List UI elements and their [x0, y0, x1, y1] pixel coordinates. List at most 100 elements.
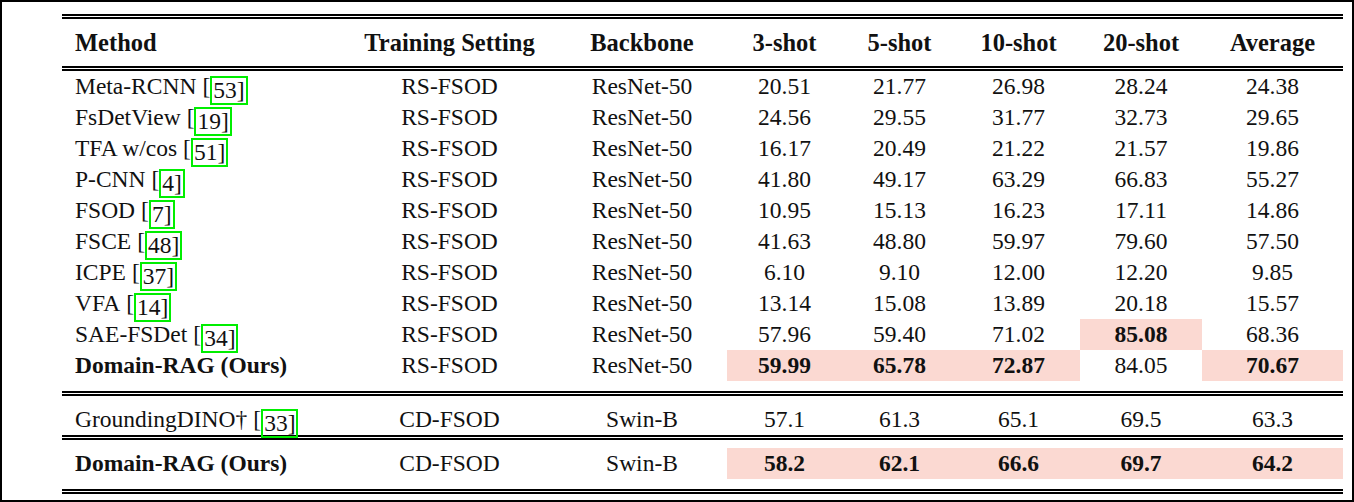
metric-value: 49.17 — [842, 164, 957, 195]
table-row: Domain-RAG (Ours) CD-FSOD Swin-B 58.262.… — [62, 438, 1343, 492]
method-name: SAE-FSDet — [75, 321, 187, 347]
backbone: ResNet-50 — [557, 319, 727, 350]
training-setting: RS-FSOD — [342, 102, 557, 133]
table-row: TFA w/cos[51] RS-FSOD ResNet-50 16.1720.… — [62, 133, 1343, 164]
method-name: Domain-RAG (Ours) — [75, 450, 287, 476]
metric-value: 85.08 — [1080, 319, 1202, 350]
column-header: 3-shot — [727, 19, 842, 66]
citation-link[interactable]: [48] — [137, 228, 182, 254]
metric-value: 9.10 — [842, 257, 957, 288]
paper-table-figure: MethodTraining SettingBackbone3-shot5-sh… — [0, 0, 1354, 502]
metric-value: 70.67 — [1202, 350, 1343, 381]
metric-value: 57.1 — [727, 404, 842, 435]
citation-link[interactable]: [14] — [126, 290, 171, 316]
citation-link[interactable]: [19] — [187, 104, 232, 130]
backbone: ResNet-50 — [557, 350, 727, 381]
citation-link[interactable]: [53] — [202, 73, 247, 99]
table-row: VFA[14] RS-FSOD ResNet-50 13.1415.0813.8… — [62, 288, 1343, 319]
metric-value: 16.17 — [727, 133, 842, 164]
citation-open-bracket: [ — [202, 73, 210, 99]
citation-number[interactable]: 33] — [261, 409, 298, 438]
table-row: ICPE[37] RS-FSOD ResNet-50 6.109.1012.00… — [62, 257, 1343, 288]
method-name: FsDetView — [75, 104, 181, 130]
metric-value: 29.65 — [1202, 102, 1343, 133]
metric-value: 15.08 — [842, 288, 957, 319]
training-setting: RS-FSOD — [342, 257, 557, 288]
metric-value: 16.23 — [957, 195, 1080, 226]
citation-number[interactable]: 4] — [159, 169, 185, 198]
metric-value: 28.24 — [1080, 71, 1202, 102]
backbone: Swin-B — [557, 448, 727, 479]
column-header: Training Setting — [342, 19, 557, 66]
method-name: Domain-RAG (Ours) — [75, 352, 287, 378]
column-header: 20-shot — [1080, 19, 1202, 66]
metric-value: 19.86 — [1202, 133, 1343, 164]
training-setting: RS-FSOD — [342, 226, 557, 257]
header-row: MethodTraining SettingBackbone3-shot5-sh… — [62, 17, 1343, 69]
metric-value: 72.87 — [957, 350, 1080, 381]
metric-value: 41.63 — [727, 226, 842, 257]
citation-link[interactable]: [37] — [132, 259, 177, 285]
method-name: Meta-RCNN — [75, 73, 196, 99]
table-row: FsDetView[19] RS-FSOD ResNet-50 24.5629.… — [62, 102, 1343, 133]
training-setting: RS-FSOD — [342, 319, 557, 350]
citation-number[interactable]: 37] — [140, 262, 177, 291]
metric-value: 17.11 — [1080, 195, 1202, 226]
citation-number[interactable]: 7] — [149, 200, 175, 229]
metric-value: 29.55 — [842, 102, 957, 133]
metric-value: 6.10 — [727, 257, 842, 288]
citation-number[interactable]: 19] — [194, 107, 231, 136]
backbone: ResNet-50 — [557, 226, 727, 257]
citation-number[interactable]: 53] — [210, 76, 247, 105]
metric-value: 26.98 — [957, 71, 1080, 102]
column-header: Backbone — [557, 19, 727, 66]
metric-value: 69.7 — [1080, 448, 1202, 479]
table-row: FSCE[48] RS-FSOD ResNet-50 41.6348.8059.… — [62, 226, 1343, 257]
column-header: 10-shot — [957, 19, 1080, 66]
table-row: P-CNN[4] RS-FSOD ResNet-50 41.8049.1763.… — [62, 164, 1343, 195]
citation-link[interactable]: [4] — [152, 166, 185, 192]
results-table: MethodTraining SettingBackbone3-shot5-sh… — [62, 14, 1343, 494]
metric-value: 66.83 — [1080, 164, 1202, 195]
training-setting: RS-FSOD — [342, 350, 557, 381]
metric-value: 13.14 — [727, 288, 842, 319]
citation-link[interactable]: [7] — [141, 197, 174, 223]
table-row: FSOD[7] RS-FSOD ResNet-50 10.9515.1316.2… — [62, 195, 1343, 226]
citation-link[interactable]: [51] — [183, 135, 228, 161]
training-setting: RS-FSOD — [342, 288, 557, 319]
metric-value: 41.80 — [727, 164, 842, 195]
metric-value: 66.6 — [957, 448, 1080, 479]
metric-value: 10.95 — [727, 195, 842, 226]
citation-open-bracket: [ — [132, 259, 140, 285]
table-body: Meta-RCNN[53] RS-FSOD ResNet-50 20.5121.… — [62, 69, 1343, 492]
column-header: Method — [62, 19, 342, 66]
training-setting: RS-FSOD — [342, 164, 557, 195]
method-name: FSOD — [75, 197, 135, 223]
metric-value: 57.50 — [1202, 226, 1343, 257]
metric-value: 24.38 — [1202, 71, 1343, 102]
citation-open-bracket: [ — [141, 197, 149, 223]
method-name: ICPE — [75, 259, 126, 285]
metric-value: 24.56 — [727, 102, 842, 133]
citation-number[interactable]: 48] — [145, 231, 182, 260]
citation-number[interactable]: 14] — [134, 293, 171, 322]
citation-link[interactable]: [34] — [193, 321, 238, 347]
metric-value: 64.2 — [1202, 448, 1343, 479]
metric-value: 21.77 — [842, 71, 957, 102]
citation-number[interactable]: 51] — [191, 138, 228, 167]
table-row: Meta-RCNN[53] RS-FSOD ResNet-50 20.5121.… — [62, 69, 1343, 103]
metric-value: 57.96 — [727, 319, 842, 350]
metric-value: 79.60 — [1080, 226, 1202, 257]
table-row: GroundingDINO†[33] CD-FSOD Swin-B 57.161… — [62, 394, 1343, 438]
citation-number[interactable]: 34] — [201, 324, 238, 353]
backbone: ResNet-50 — [557, 288, 727, 319]
metric-value: 59.40 — [842, 319, 957, 350]
metric-value: 15.13 — [842, 195, 957, 226]
metric-value: 84.05 — [1080, 350, 1202, 381]
metric-value: 63.29 — [957, 164, 1080, 195]
citation-open-bracket: [ — [152, 166, 160, 192]
backbone: ResNet-50 — [557, 102, 727, 133]
training-setting: RS-FSOD — [342, 133, 557, 164]
citation-link[interactable]: [33] — [253, 406, 298, 432]
metric-value: 20.18 — [1080, 288, 1202, 319]
